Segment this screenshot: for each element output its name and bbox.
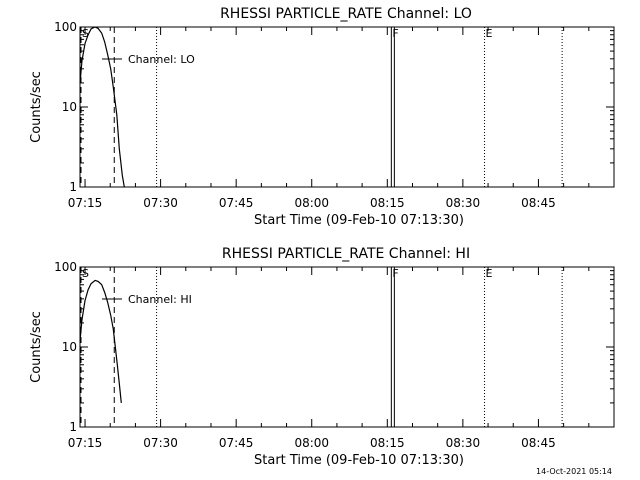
chart-title: RHESSI PARTICLE_RATE Channel: HI bbox=[222, 246, 470, 262]
y-axis-label: Counts/sec bbox=[29, 311, 44, 383]
chart-panel-2: RHESSI PARTICLE_RATE Channel: HI Counts/s… bbox=[29, 246, 615, 468]
plot-frame bbox=[79, 266, 615, 428]
x-tick-label: 08:30 bbox=[446, 436, 481, 450]
x-tick-label: 07:30 bbox=[143, 196, 178, 210]
timestamp: 14-Oct-2021 05:14 bbox=[536, 467, 612, 476]
x-tick-label: 08:00 bbox=[294, 196, 329, 210]
x-axis-label: Start Time (09-Feb-10 07:13:30) bbox=[254, 213, 464, 228]
y-tick-label: 1 bbox=[69, 420, 77, 434]
legend-label: Channel: LO bbox=[128, 53, 195, 66]
x-tick-label: 07:15 bbox=[68, 196, 103, 210]
y-tick-label: 10 bbox=[62, 340, 77, 354]
y-tick-label: 100 bbox=[54, 20, 77, 34]
x-tick-label: 08:45 bbox=[521, 196, 556, 210]
x-axis-label: Start Time (09-Feb-10 07:13:30) bbox=[254, 453, 464, 468]
chart-panel-1: RHESSI PARTICLE_RATE Channel: LO Counts/s… bbox=[29, 6, 615, 228]
y-tick-label: 10 bbox=[62, 100, 77, 114]
chart-title: RHESSI PARTICLE_RATE Channel: LO bbox=[220, 6, 472, 22]
y-tick-label: 1 bbox=[69, 180, 77, 194]
x-tick-label: 07:45 bbox=[219, 196, 254, 210]
y-axis-label: Counts/sec bbox=[29, 71, 44, 143]
marker-label: F bbox=[392, 27, 398, 40]
marker-label: E bbox=[486, 267, 493, 280]
x-tick-label: 07:15 bbox=[68, 436, 103, 450]
series-line bbox=[79, 279, 122, 403]
marker-label: S bbox=[82, 267, 89, 280]
legend-label: Channel: HI bbox=[128, 293, 192, 306]
x-tick-label: 07:30 bbox=[143, 436, 178, 450]
y-tick-label: 100 bbox=[54, 260, 77, 274]
x-tick-label: 07:45 bbox=[219, 436, 254, 450]
series-line bbox=[79, 26, 125, 188]
x-tick-label: 08:15 bbox=[370, 196, 405, 210]
x-tick-label: 08:00 bbox=[294, 436, 329, 450]
x-tick-label: 08:30 bbox=[446, 196, 481, 210]
x-tick-label: 08:45 bbox=[521, 436, 556, 450]
x-tick-label: 08:15 bbox=[370, 436, 405, 450]
marker-label: S bbox=[82, 27, 89, 40]
marker-label: E bbox=[486, 27, 493, 40]
marker-label: F bbox=[392, 267, 398, 280]
plot-frame bbox=[79, 26, 615, 188]
